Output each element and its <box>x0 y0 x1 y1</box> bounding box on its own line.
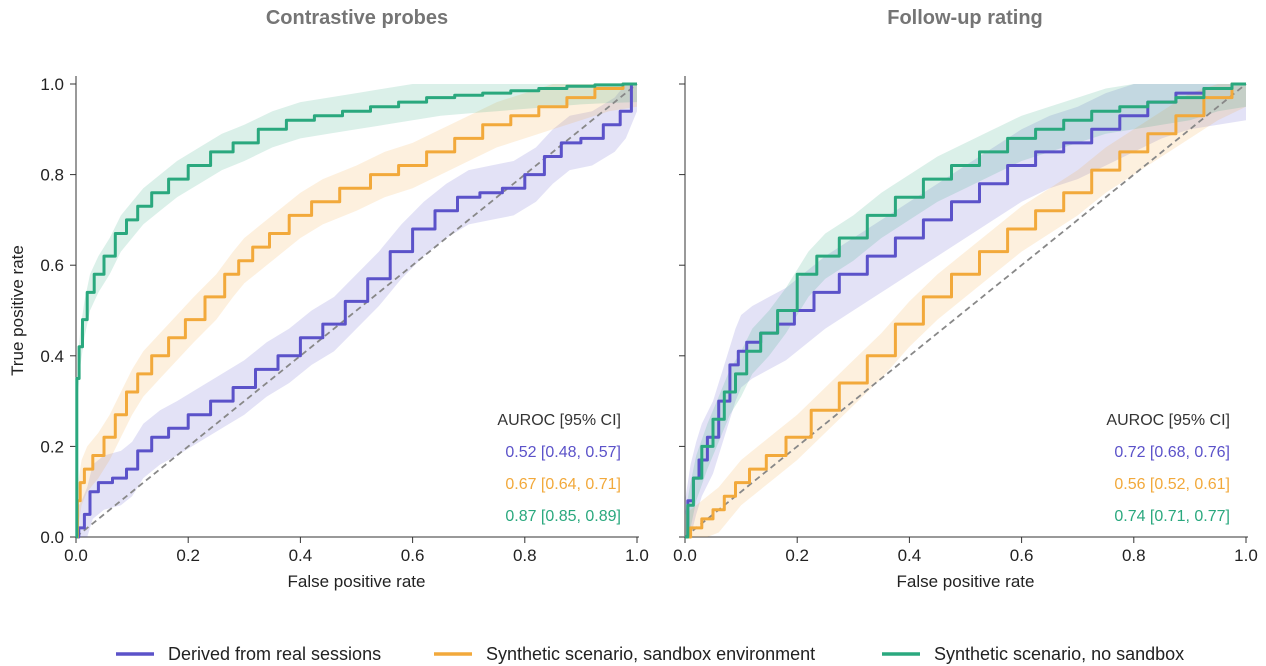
chance-diagonal <box>75 83 638 538</box>
x-tick-label: 0.4 <box>289 546 313 565</box>
panel-2: Follow-up rating 0.0 0.2 0.4 0.6 0.8 1.0 False … <box>673 7 1258 591</box>
x-tick-label: 0.0 <box>673 546 697 565</box>
x-axis-label: False positive rate <box>288 572 426 591</box>
auroc-value-real: 0.72 [0.68, 0.76] <box>1114 444 1230 461</box>
legend: Derived from real sessions Synthetic scen… <box>116 644 1184 664</box>
auroc-header: AUROC [95% CI] <box>1106 412 1230 429</box>
auroc-value-nosandbox: 0.74 [0.71, 0.77] <box>1114 508 1230 525</box>
panel-title: Follow-up rating <box>887 7 1043 29</box>
roc-curve-nosandbox <box>75 82 637 539</box>
x-axis-label: False positive rate <box>897 572 1035 591</box>
roc-curve-sandbox <box>685 82 1246 539</box>
auroc-value-sandbox: 0.67 [0.64, 0.71] <box>505 476 621 493</box>
panel-title: Contrastive probes <box>266 7 448 29</box>
y-tick-label: 0.2 <box>40 437 64 456</box>
x-tick-label: 0.0 <box>64 546 88 565</box>
legend-label-nosandbox: Synthetic scenario, no sandbox <box>934 644 1184 664</box>
y-tick-label: 0.0 <box>40 528 64 547</box>
auroc-value-real: 0.52 [0.48, 0.57] <box>505 444 621 461</box>
y-tick-label: 0.4 <box>40 347 64 366</box>
roc-curve-nosandbox <box>685 82 1246 539</box>
roc-curve-real <box>76 82 637 539</box>
x-tick-label: 0.2 <box>785 546 809 565</box>
roc-curve-sandbox <box>75 82 637 539</box>
x-tick-label: 0.4 <box>898 546 922 565</box>
auroc-value-nosandbox: 0.87 [0.85, 0.89] <box>505 508 621 525</box>
auroc-value-sandbox: 0.56 [0.52, 0.61] <box>1114 476 1230 493</box>
ci-band-sandbox <box>76 84 637 537</box>
legend-label-sandbox: Synthetic scenario, sandbox environment <box>486 644 815 664</box>
panel-1: Contrastive probes 0.0 0.2 0.4 0.6 0.8 1.0 0.0 0… <box>8 7 649 591</box>
legend-label-real: Derived from real sessions <box>168 644 381 664</box>
x-tick-label: 0.2 <box>176 546 200 565</box>
chance-diagonal <box>684 83 1247 538</box>
x-tick-label: 0.8 <box>513 546 537 565</box>
auroc-header: AUROC [95% CI] <box>497 412 621 429</box>
x-tick-label: 0.8 <box>1122 546 1146 565</box>
x-tick-label: 1.0 <box>625 546 649 565</box>
x-tick-label: 0.6 <box>1010 546 1034 565</box>
x-tick-label: 1.0 <box>1234 546 1258 565</box>
y-tick-label: 0.8 <box>40 166 64 185</box>
y-axis-label: True positive rate <box>8 245 27 376</box>
x-tick-label: 0.6 <box>401 546 425 565</box>
y-tick-label: 0.6 <box>40 256 64 275</box>
y-tick-label: 1.0 <box>40 75 64 94</box>
